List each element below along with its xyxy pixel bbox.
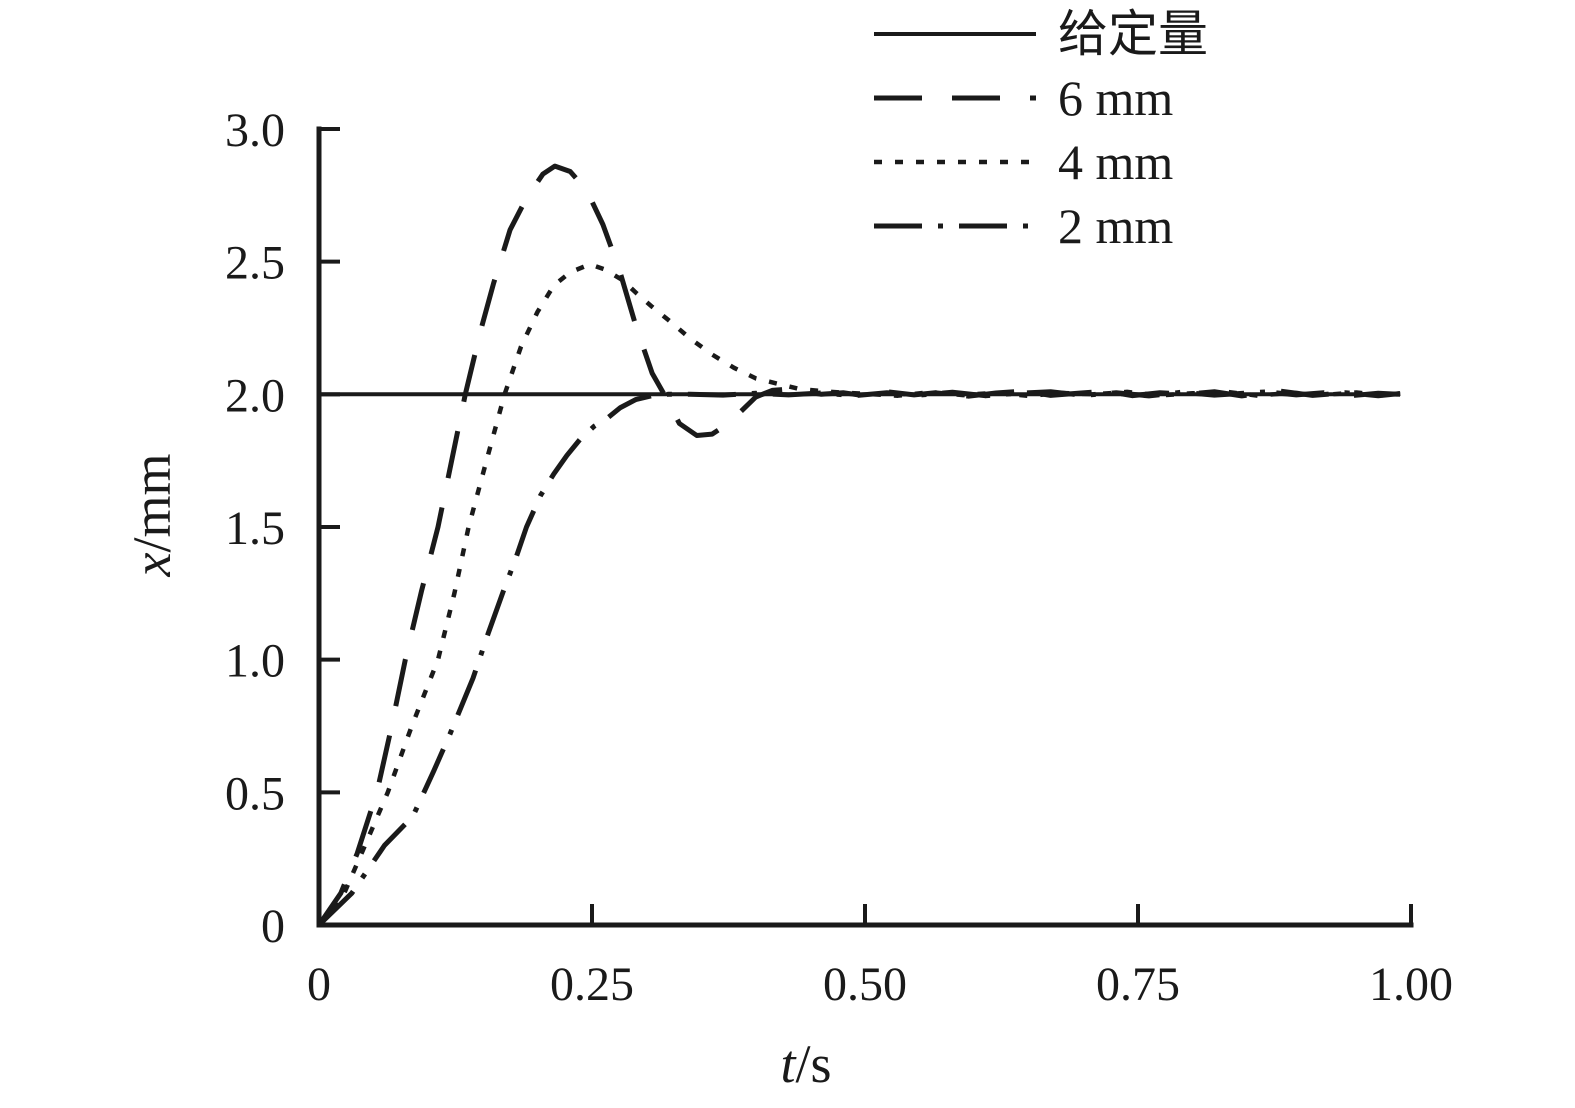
x-tick-label: 0.25 — [550, 958, 634, 1011]
legend-label: 4 mm — [1058, 134, 1174, 190]
legend-line-longdash-icon — [874, 95, 1036, 101]
y-tick-label: 1.5 — [225, 502, 285, 555]
x-tick-label: 0.75 — [1096, 958, 1180, 1011]
x-axis-variable: t — [780, 1034, 796, 1094]
legend-line-dashdot-icon — [874, 223, 1036, 229]
y-axis-title: x/mm — [121, 454, 183, 577]
legend: 给定量 6 mm 4 mm 2 mm — [872, 2, 1208, 258]
y-axis-variable: x — [122, 552, 182, 577]
x-tick-label: 0.50 — [823, 958, 907, 1011]
y-tick-label: 2.5 — [225, 237, 285, 290]
curve-6mm — [316, 163, 1401, 927]
legend-item-2mm: 2 mm — [872, 194, 1208, 258]
y-tick-label: 3.0 — [225, 104, 285, 157]
y-axis-unit: /mm — [122, 453, 182, 553]
x-tick-label: 1.00 — [1369, 958, 1453, 1011]
curve-2mm — [317, 388, 1401, 927]
x-tick-label: 0 — [307, 958, 331, 1011]
x-axis-title: t/s — [780, 1033, 831, 1095]
legend-label: 6 mm — [1058, 70, 1174, 126]
legend-label: 2 mm — [1058, 198, 1174, 254]
legend-label: 给定量 — [1058, 6, 1208, 62]
y-tick-label: 0.5 — [225, 767, 285, 820]
curve-4mm — [317, 262, 1401, 927]
legend-item-6mm: 6 mm — [872, 66, 1208, 130]
legend-line-dotted-icon — [874, 159, 1036, 165]
legend-item-setpoint: 给定量 — [872, 2, 1208, 66]
x-axis-unit: /s — [795, 1034, 832, 1094]
y-tick-label: 1.0 — [225, 635, 285, 688]
y-tick-label: 2.0 — [225, 369, 285, 422]
y-tick-label: 0 — [261, 900, 285, 953]
legend-item-4mm: 4 mm — [872, 130, 1208, 194]
axes — [316, 126, 1414, 928]
legend-line-solid-icon — [874, 32, 1036, 36]
